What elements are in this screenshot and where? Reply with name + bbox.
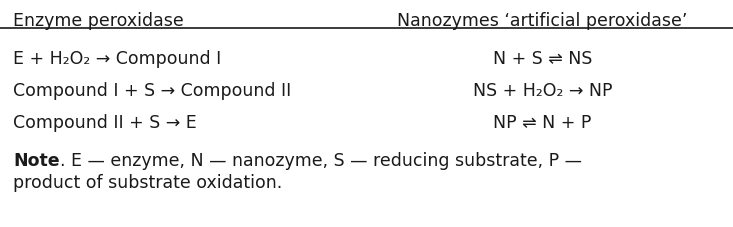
Text: N + S ⇌ NS: N + S ⇌ NS bbox=[493, 50, 592, 68]
Text: E + H₂O₂ → Compound I: E + H₂O₂ → Compound I bbox=[13, 50, 221, 68]
Text: . E — enzyme, N — nanozyme, S — reducing substrate, P —: . E — enzyme, N — nanozyme, S — reducing… bbox=[60, 152, 582, 170]
Text: Nanozymes ‘artificial peroxidase’: Nanozymes ‘artificial peroxidase’ bbox=[397, 12, 688, 30]
Text: Compound I + S → Compound II: Compound I + S → Compound II bbox=[13, 82, 292, 100]
Text: product of substrate oxidation.: product of substrate oxidation. bbox=[13, 174, 282, 192]
Text: NS + H₂O₂ → NP: NS + H₂O₂ → NP bbox=[473, 82, 612, 100]
Text: Note: Note bbox=[13, 152, 60, 170]
Text: Compound II + S → E: Compound II + S → E bbox=[13, 114, 197, 132]
Text: NP ⇌ N + P: NP ⇌ N + P bbox=[493, 114, 592, 132]
Text: Enzyme peroxidase: Enzyme peroxidase bbox=[13, 12, 184, 30]
